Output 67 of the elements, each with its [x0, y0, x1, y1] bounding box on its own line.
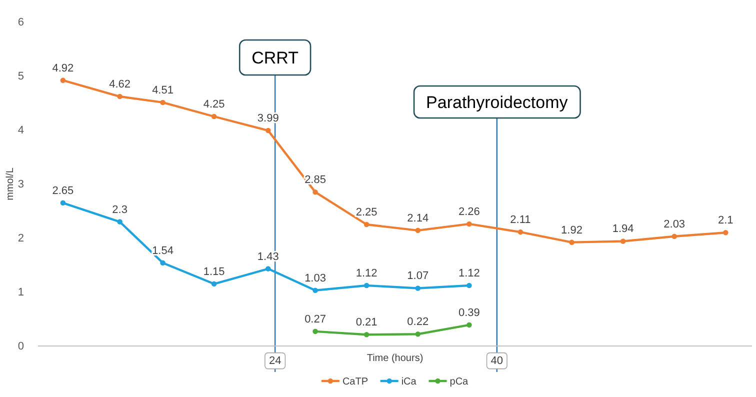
data-label: 4.92	[52, 62, 74, 74]
x-axis-title: Time (hours)	[366, 353, 424, 364]
point	[211, 114, 217, 120]
ref-line-label: Parathyroidectomy	[426, 93, 568, 112]
point	[466, 282, 472, 288]
data-label: 2.65	[52, 184, 74, 197]
data-label: 1.15	[203, 266, 225, 278]
data-label: 1.07	[407, 270, 429, 282]
data-label: 2.03	[664, 218, 686, 230]
y-tick-label: 3	[18, 178, 24, 191]
point	[160, 260, 166, 266]
data-label: 2.26	[458, 206, 480, 218]
y-tick-label: 2	[18, 232, 24, 245]
point	[364, 282, 370, 288]
point	[466, 322, 472, 328]
data-label: 1.92	[561, 224, 582, 236]
y-tick-label: 4	[18, 124, 24, 137]
point	[266, 128, 271, 134]
data-label: 4.62	[109, 78, 131, 91]
legend-label: pCa	[450, 376, 469, 388]
data-label: 1.03	[304, 272, 326, 284]
point	[117, 94, 122, 100]
point	[364, 222, 370, 228]
ref-line-label: CRRT	[252, 48, 299, 68]
point	[60, 78, 66, 83]
data-label: 2.11	[510, 214, 531, 226]
data-label: 0.39	[458, 306, 480, 319]
y-tick-label: 6	[18, 16, 24, 29]
y-tick-label: 1	[18, 286, 24, 299]
x-tick-label: 24	[268, 354, 282, 367]
point	[723, 230, 728, 236]
point	[211, 281, 217, 287]
data-label: 2.25	[356, 206, 378, 218]
data-label: 4.51	[152, 84, 174, 96]
point	[160, 100, 166, 106]
data-label: 2.14	[407, 212, 429, 224]
y-tick-label: 5	[18, 70, 24, 83]
point	[266, 266, 271, 272]
y-tick-label: 0	[18, 340, 24, 353]
point	[312, 328, 318, 334]
y-axis-title: mmol/L	[5, 167, 16, 200]
data-label: 1.12	[356, 268, 378, 280]
point	[569, 240, 574, 245]
point	[620, 238, 626, 244]
x-tick-label: 40	[490, 354, 504, 367]
data-label: 1.54	[152, 244, 174, 257]
data-label: 2.3	[112, 204, 128, 216]
point	[415, 286, 421, 291]
point	[415, 228, 421, 234]
point	[312, 189, 318, 195]
data-label: 0.21	[356, 316, 378, 329]
point	[466, 221, 472, 227]
point	[415, 331, 421, 337]
point	[312, 288, 318, 294]
data-label: 4.25	[203, 98, 225, 110]
data-label: 0.27	[304, 313, 326, 326]
point	[117, 219, 122, 224]
point	[364, 332, 370, 338]
legend-label: iCa	[401, 376, 417, 388]
point	[60, 200, 66, 206]
data-label: 1.12	[458, 268, 480, 280]
point	[518, 229, 524, 235]
data-label: 1.94	[612, 223, 634, 236]
data-label: 0.22	[407, 316, 429, 328]
point	[672, 234, 678, 240]
data-label: 2.1	[718, 214, 734, 227]
legend-label: CaTP	[342, 376, 368, 388]
